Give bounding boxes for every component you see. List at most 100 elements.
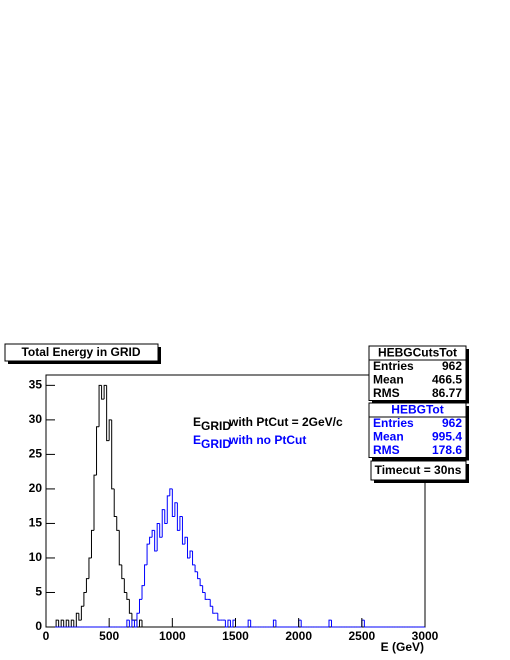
histogram-bin <box>113 488 117 518</box>
histogram-bin <box>78 613 82 621</box>
legend-entry: with PtCut = 2GeV/c <box>228 415 343 429</box>
histogram-bin <box>70 619 74 627</box>
histogram-bin <box>229 620 233 628</box>
histogram-bin <box>96 426 100 476</box>
stats-value: 466.5 <box>432 373 462 387</box>
histogram-bin <box>224 620 228 628</box>
y-tick-label: 20 <box>29 481 43 495</box>
stats-title: HEBGCutsTot <box>378 346 457 360</box>
y-tick-label: 0 <box>35 619 42 633</box>
histogram-bin <box>159 523 163 538</box>
histogram-bin <box>123 578 127 593</box>
histogram-bin <box>101 385 105 400</box>
histogram-bin <box>204 592 208 600</box>
legend-subscript: GRID <box>201 437 231 451</box>
chart-title: Total Energy in GRID <box>21 345 140 359</box>
histogram-bin <box>93 474 97 531</box>
histogram-bin <box>209 599 213 607</box>
histogram-bin <box>217 613 221 621</box>
stats-label: Entries <box>373 359 414 373</box>
stats-label: Mean <box>373 430 404 444</box>
histogram-bin <box>75 612 79 627</box>
histogram-bin <box>202 585 206 593</box>
histogram-bin <box>171 488 175 518</box>
histogram-bin <box>133 620 137 628</box>
histogram-bin <box>80 605 84 621</box>
histogram-bin <box>151 529 155 538</box>
y-tick-label: 30 <box>29 412 43 426</box>
legend-symbol: E <box>193 415 201 429</box>
histogram-bin <box>179 516 183 531</box>
stats-value: 962 <box>442 416 462 430</box>
histogram-bin <box>90 529 95 558</box>
y-tick-label: 5 <box>35 585 42 599</box>
stats-box <box>368 402 467 458</box>
histogram-bin <box>60 619 64 627</box>
histogram-bin <box>176 502 180 531</box>
note: Timecut = 30ns <box>375 463 462 477</box>
histogram-bin <box>98 384 102 427</box>
histogram-bin <box>272 619 276 627</box>
x-tick-label: 3000 <box>412 629 439 643</box>
stats-label: RMS <box>373 443 400 457</box>
histogram-bin <box>85 578 89 593</box>
frame <box>45 374 426 628</box>
histogram-bin <box>194 564 198 573</box>
stats-value: 995.4 <box>432 430 462 444</box>
histogram-bin <box>156 522 160 552</box>
histogram-bin <box>161 509 165 538</box>
histogram-bin <box>247 619 251 627</box>
histogram-bin <box>166 495 170 524</box>
y-tick-label: 10 <box>29 550 43 564</box>
histogram-bin <box>300 620 304 628</box>
histogram-bin <box>131 619 135 627</box>
histogram-bin <box>181 516 185 545</box>
histogram-bin <box>116 516 120 531</box>
histogram-bin <box>154 530 158 552</box>
histogram-bin <box>138 598 143 614</box>
stats-value: 178.6 <box>432 443 462 457</box>
x-tick-label: 1000 <box>159 629 186 643</box>
histogram-bin <box>250 620 254 628</box>
x-tick-label: 1500 <box>222 629 249 643</box>
histogram-bin <box>111 419 115 490</box>
histogram-bin <box>184 536 188 545</box>
histogram-bin <box>103 384 107 400</box>
histogram-bin <box>164 509 168 524</box>
stats-value: 86.77 <box>432 386 462 400</box>
histogram-bin <box>126 619 130 627</box>
title-box <box>4 343 159 362</box>
histogram-bin <box>126 592 130 600</box>
histogram-bin <box>212 606 216 614</box>
histogram-bin <box>197 571 201 580</box>
histogram-bin <box>328 619 332 627</box>
histogram-bin <box>136 612 140 627</box>
note-box <box>370 460 467 481</box>
histogram-bin <box>128 599 132 614</box>
histogram-bin <box>275 620 279 628</box>
plot <box>46 384 425 628</box>
x-tick-label: 0 <box>43 629 50 643</box>
stats-value: 962 <box>442 359 462 373</box>
legend-subscript: GRID <box>201 419 231 433</box>
histogram-bin <box>192 551 196 566</box>
histogram-bin <box>144 564 148 586</box>
histogram-bin <box>363 620 367 628</box>
histogram-bin <box>146 543 150 565</box>
histogram-bin <box>227 619 231 627</box>
stats-label: Mean <box>373 373 404 387</box>
histogram-bin <box>169 488 173 496</box>
histogram-bin <box>55 619 59 627</box>
y-tick-label: 35 <box>29 378 43 392</box>
histogram-bin <box>186 537 191 559</box>
histogram-bin <box>106 385 110 442</box>
stats-box <box>368 345 467 401</box>
histogram-bin <box>232 619 236 627</box>
x-axis-label: E (GeV) <box>381 640 424 654</box>
histogram-bin <box>88 557 92 579</box>
histogram-bin <box>149 536 153 545</box>
histogram-bin <box>331 620 335 628</box>
histogram-bin <box>199 578 203 587</box>
